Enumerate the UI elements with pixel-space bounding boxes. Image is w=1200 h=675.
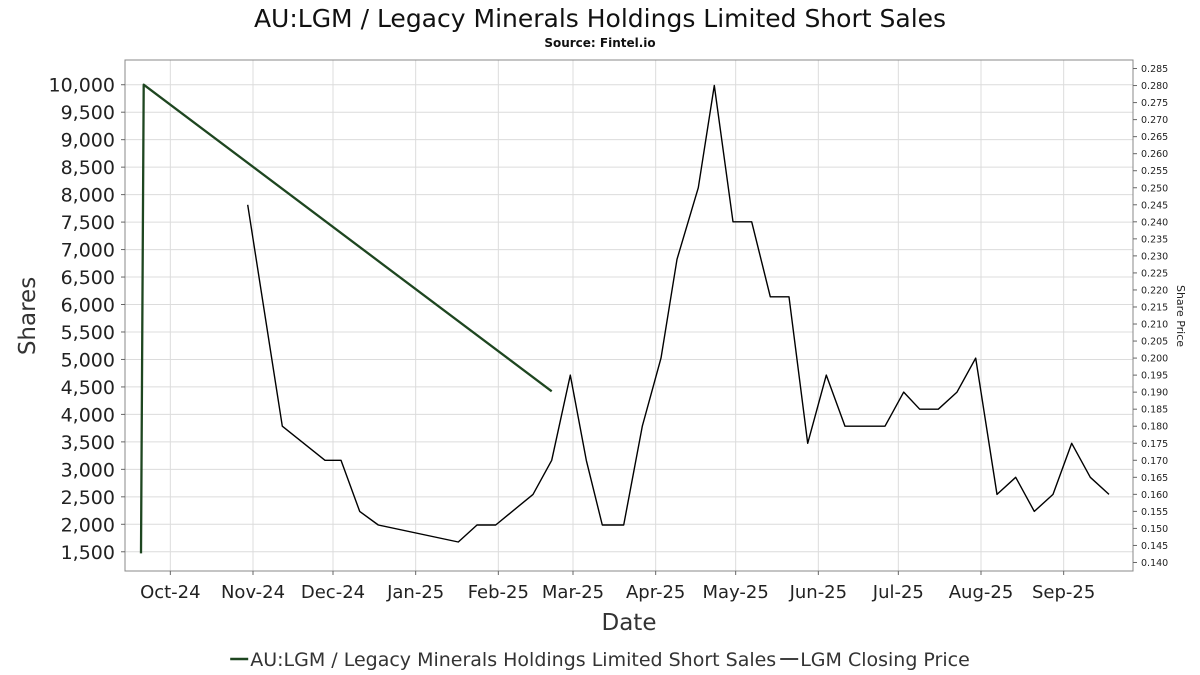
y-tick-label-left: 7,000	[61, 240, 115, 262]
y-tick-label-left: 4,000	[61, 404, 115, 426]
y-tick-label-right: 0.270	[1141, 115, 1168, 126]
y-tick-label-left: 6,500	[61, 267, 115, 289]
y-tick-label-left: 2,000	[61, 514, 115, 536]
y-tick-label-right: 0.245	[1141, 200, 1168, 211]
legend-label-short-sales: AU:LGM / Legacy Minerals Holdings Limite…	[250, 649, 776, 671]
y-tick-label-left: 3,000	[61, 459, 115, 481]
y-tick-label-left: 2,500	[61, 487, 115, 509]
x-tick-label: Nov-24	[221, 582, 285, 603]
x-tick-label: Dec-24	[301, 582, 365, 603]
x-tick-label: Jul-25	[872, 582, 924, 603]
y-tick-label-right: 0.200	[1141, 354, 1168, 365]
y-tick-label-right: 0.210	[1141, 320, 1168, 331]
legend-label-closing-price: LGM Closing Price	[800, 649, 970, 671]
y-tick-label-right: 0.215	[1141, 302, 1168, 313]
y-tick-label-left: 5,000	[61, 349, 115, 371]
y-tick-label-right: 0.140	[1141, 558, 1168, 569]
y-tick-label-left: 5,500	[61, 322, 115, 344]
series-lines	[139, 83, 1110, 554]
y-tick-label-left: 4,500	[61, 377, 115, 399]
y-tick-label-right: 0.265	[1141, 132, 1168, 143]
y-tick-label-left: 9,500	[61, 102, 115, 124]
y-tick-label-right: 0.235	[1141, 234, 1168, 245]
y-axis-left-ticks: 1,500 2,000 2,500 3,000 3,500 4,000 4,500 5,000…	[49, 75, 125, 564]
x-tick-label: Feb-25	[468, 582, 529, 603]
gridlines	[125, 60, 1133, 571]
x-tick-label: Mar-25	[542, 582, 604, 603]
y-tick-label-right: 0.195	[1141, 371, 1168, 382]
x-tick-label: Aug-25	[949, 582, 1014, 603]
y-tick-label-left: 7,500	[61, 212, 115, 234]
y-tick-label-right: 0.150	[1141, 524, 1168, 535]
y-tick-label-right: 0.250	[1141, 183, 1168, 194]
y-tick-label-right: 0.175	[1141, 439, 1168, 450]
y-axis-right-label: Share Price	[1174, 285, 1187, 347]
y-tick-label-right: 0.170	[1141, 456, 1168, 467]
y-tick-label-right: 0.230	[1141, 251, 1168, 262]
short-sales-line	[139, 83, 553, 554]
y-tick-label-left: 3,500	[61, 432, 115, 454]
y-tick-label-left: 9,000	[61, 130, 115, 152]
y-tick-label-right: 0.145	[1141, 541, 1168, 552]
y-tick-label-right: 0.225	[1141, 268, 1168, 279]
y-tick-label-right: 0.280	[1141, 81, 1168, 92]
chart-subtitle: Source: Fintel.io	[544, 36, 655, 50]
y-tick-label-right: 0.165	[1141, 473, 1168, 484]
y-tick-label-right: 0.285	[1141, 64, 1168, 75]
x-tick-label: Sep-25	[1032, 582, 1095, 603]
y-tick-label-right: 0.260	[1141, 149, 1168, 160]
x-tick-label: May-25	[703, 582, 769, 603]
x-tick-label: Jan-25	[386, 582, 444, 603]
y-tick-label-right: 0.240	[1141, 217, 1168, 228]
y-tick-label-left: 1,500	[61, 542, 115, 564]
closing-price-line	[247, 84, 1110, 543]
y-tick-label-right: 0.205	[1141, 337, 1168, 348]
x-tick-label: Apr-25	[626, 582, 685, 603]
y-tick-label-left: 8,000	[61, 185, 115, 207]
x-tick-label: Oct-24	[140, 582, 201, 603]
y-tick-label-right: 0.155	[1141, 507, 1168, 518]
y-tick-label-right: 0.255	[1141, 166, 1168, 177]
x-axis-label: Date	[602, 610, 657, 636]
y-tick-label-right: 0.185	[1141, 405, 1168, 416]
y-axis-right-ticks: 0.140 0.145 0.150 0.155 0.160 0.165 0.170 0.175…	[1133, 64, 1168, 569]
y-tick-label-left: 8,500	[61, 157, 115, 179]
y-tick-label-left: 6,000	[61, 295, 115, 317]
plot-area	[124, 59, 1134, 572]
chart-title: AU:LGM / Legacy Minerals Holdings Limite…	[254, 4, 946, 33]
x-axis-ticks: Oct-24 Nov-24 Dec-24 Jan-25 Feb-25 Mar-25 Apr-…	[140, 571, 1095, 603]
y-tick-label-left: 10,000	[49, 75, 115, 97]
y-tick-label-right: 0.180	[1141, 422, 1168, 433]
y-axis-left-label: Shares	[15, 277, 41, 355]
y-tick-label-right: 0.220	[1141, 285, 1168, 296]
x-tick-label: Jun-25	[789, 582, 848, 603]
y-tick-label-right: 0.275	[1141, 98, 1168, 109]
y-tick-label-right: 0.190	[1141, 388, 1168, 399]
y-tick-label-right: 0.160	[1141, 490, 1168, 501]
legend: AU:LGM / Legacy Minerals Holdings Limite…	[230, 649, 970, 671]
